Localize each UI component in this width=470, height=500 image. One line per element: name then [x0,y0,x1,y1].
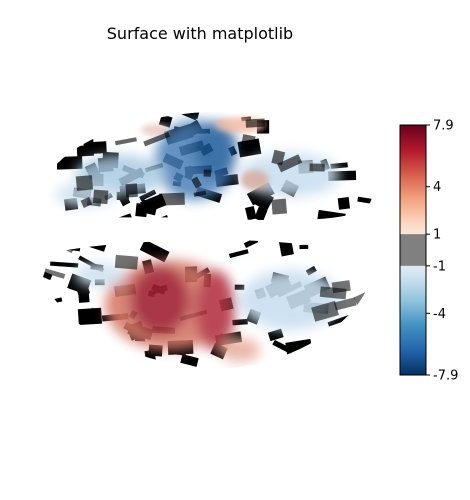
sulcal-blotch [67,131,94,143]
colorbar-tick-label: -1 [433,259,446,274]
sulcal-blotch [333,297,357,311]
sulcal-blotch [128,372,154,395]
colorbar-threshold-band [400,234,426,266]
sulcal-blotch [92,381,111,392]
sulcal-blotch [80,197,93,209]
sulcal-blotch [358,152,370,161]
sulcal-blotch [356,218,371,221]
sulcal-blotch [125,183,138,198]
sulcal-blotch [105,358,116,368]
sulcal-overlay-top [75,112,368,215]
sulcal-blotch [309,163,325,172]
sulcal-blotch [331,280,351,294]
sulcal-blotch [349,234,377,253]
sulcal-blotch [311,112,340,119]
sulcal-blotch [284,112,294,120]
sulcal-blotch [139,240,170,263]
sulcal-blotch [299,244,309,250]
sulcal-blotch [271,149,286,166]
colorbar-tick-label: 4 [433,180,441,195]
sulcal-blotch [170,92,184,106]
sulcal-blotch [344,380,367,397]
sulcal-blotch [308,77,322,93]
sulcal-blotch [228,249,249,259]
sulcal-blotch [75,175,94,191]
sulcal-blotch [350,313,359,320]
sulcal-blotch [86,350,104,363]
sulcal-blotch [240,134,256,152]
sulcal-blotch [319,386,342,403]
sulcal-blotch [336,340,349,356]
sulcal-blotch [92,189,109,205]
sulcal-blotch [114,254,139,270]
sulcal-blotch [50,261,79,268]
sulcal-blotch [86,412,104,429]
sulcal-blotch [41,116,67,135]
colorbar-tick-label: 1 [433,228,441,243]
top-hemisphere [40,77,377,253]
sulcal-blotch [271,198,288,215]
sulcal-blotch [245,205,257,221]
sulcal-blotch [245,118,265,128]
sulcal-blotch [203,169,212,177]
activation-red-bottom [75,260,340,362]
sulcal-blotch [191,176,202,189]
sulcal-blotch [354,339,372,354]
sulcal-blotch [277,154,303,173]
sulcal-blotch [300,376,310,384]
sulcal-blotch [70,365,100,369]
sulcal-blotch [311,300,339,322]
sulcal-blotch [98,396,113,414]
sulcal-blotch [318,357,342,369]
sulcal-blotch [193,190,207,197]
sulcal-blotch [322,119,332,133]
sulcal-blotch [42,271,53,281]
sulcal-blotch [180,354,199,367]
sulcal-blotch [139,189,157,202]
sulcal-blotch [322,347,332,360]
sulcal-blotch [114,137,137,146]
sulcal-blotch [143,131,171,147]
sulcal-blotch [337,112,368,122]
sulcal-blotch [366,301,372,320]
sulcal-blotch [278,240,294,257]
sulcal-blotch [291,359,319,369]
sulcal-blotch [56,156,83,170]
sulcal-blotch [158,114,173,128]
sulcal-blotch [234,284,245,290]
sulcal-blotch [99,223,120,232]
sulcal-blotch [83,141,107,155]
colorbar: 7.9 4 1 -1 -4 -7.9 [399,119,458,384]
sulcal-blotch [44,268,66,279]
sulcal-blotch [90,307,100,314]
chart-title: Surface with matplotlib [106,24,294,43]
bottom-hemisphere [40,240,372,429]
sulcal-blotch [360,325,372,337]
colorbar-tick-label: -7.9 [433,369,458,384]
sulcal-blotch [337,196,351,210]
sulcal-blotch [357,196,372,204]
sulcal-blotch [337,367,367,369]
sulcal-blotch [254,206,268,221]
sulcal-blotch [272,339,294,355]
colorbar-ticks: 7.9 4 1 -1 -4 -7.9 [426,119,458,384]
colorbar-tick-label: -4 [433,307,446,322]
sulcal-blotch [158,192,185,206]
colorbar-tick-label: 7.9 [433,119,454,134]
sulcal-blotch [281,364,303,369]
sulcal-blotch [267,328,284,342]
colorbar-frame [399,124,427,376]
sulcal-blotch [322,351,351,365]
sulcal-blotch [88,113,110,130]
sulcal-blotch [232,318,248,326]
